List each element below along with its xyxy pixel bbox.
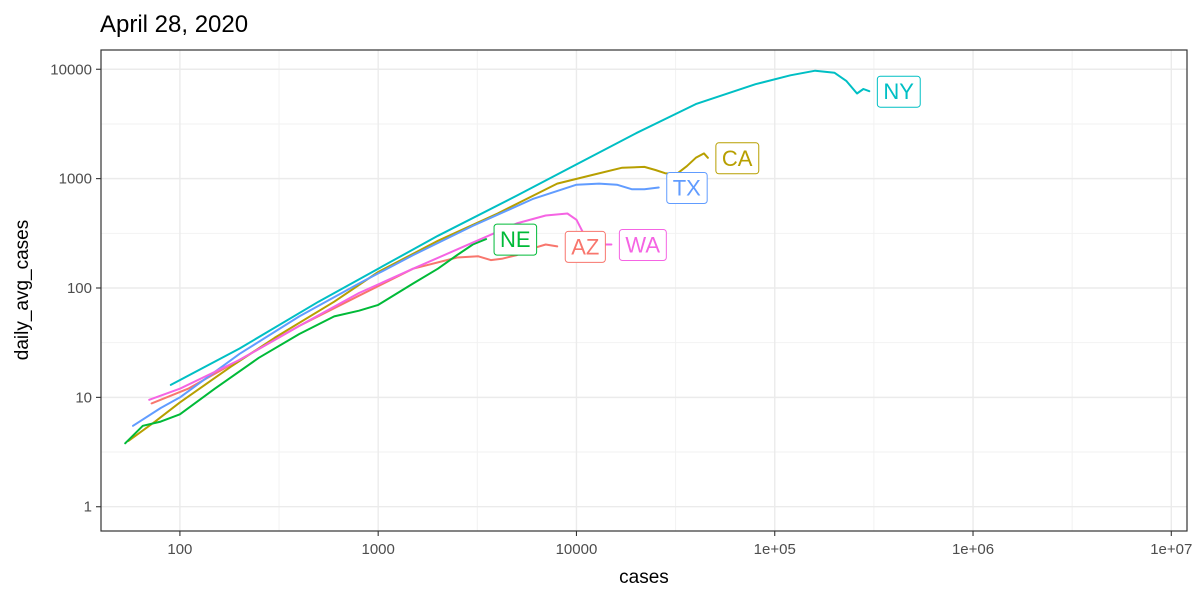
series-label-text: AZ (571, 234, 599, 259)
series-lines (124, 69, 871, 445)
y-axis: 1 10 100 1000 10000 (50, 61, 101, 516)
y-tick-label: 1000 (59, 171, 92, 188)
series-label-box (618, 228, 667, 261)
series-label-box (666, 171, 708, 204)
series-label-text: NE (500, 227, 531, 252)
series-label-wa: WA (618, 228, 667, 261)
series-line-ca (127, 152, 709, 442)
x-tick-label: 1e+07 (1150, 541, 1192, 558)
series-label-box (876, 75, 921, 108)
x-tick-label: 10000 (556, 541, 598, 558)
x-tick-label: 1e+06 (952, 541, 994, 558)
grid-major (101, 50, 1187, 531)
plot-background (101, 50, 1187, 531)
y-tick-label: 100 (67, 280, 92, 297)
grid-minor (101, 50, 1187, 531)
series-label-box (715, 142, 760, 175)
chart-title: April 28, 2020 (100, 11, 248, 38)
x-tick-label: 100 (167, 541, 192, 558)
series-label-text: NY (883, 79, 914, 104)
series-line-tx (132, 182, 660, 427)
y-tick-label: 10000 (50, 61, 92, 78)
x-axis: 100 1000 10000 1e+05 1e+06 1e+07 (167, 531, 1192, 558)
series-label-ny: NY (876, 75, 921, 108)
x-tick-label: 1000 (361, 541, 394, 558)
series-label-az: AZ (564, 230, 606, 263)
series-label-ca: CA (715, 142, 760, 175)
series-label-text: CA (722, 146, 753, 171)
series-label-text: WA (625, 232, 660, 257)
series-label-ne: NE (493, 223, 538, 256)
series-label-box (493, 223, 538, 256)
series-label-tx: TX (666, 171, 708, 204)
series-label-text: TX (673, 175, 701, 200)
x-axis-title: cases (619, 567, 669, 588)
y-tick-label: 1 (84, 499, 92, 516)
plot-border (100, 49, 1188, 532)
y-tick-label: 10 (75, 389, 92, 406)
y-axis-title: daily_avg_cases (12, 220, 33, 360)
x-tick-label: 1e+05 (754, 541, 796, 558)
series-labels: AZ CA NE NY TX WA (493, 75, 921, 263)
series-label-box (564, 230, 606, 263)
series-line-ne (124, 238, 488, 445)
series-line-ny (169, 69, 871, 386)
